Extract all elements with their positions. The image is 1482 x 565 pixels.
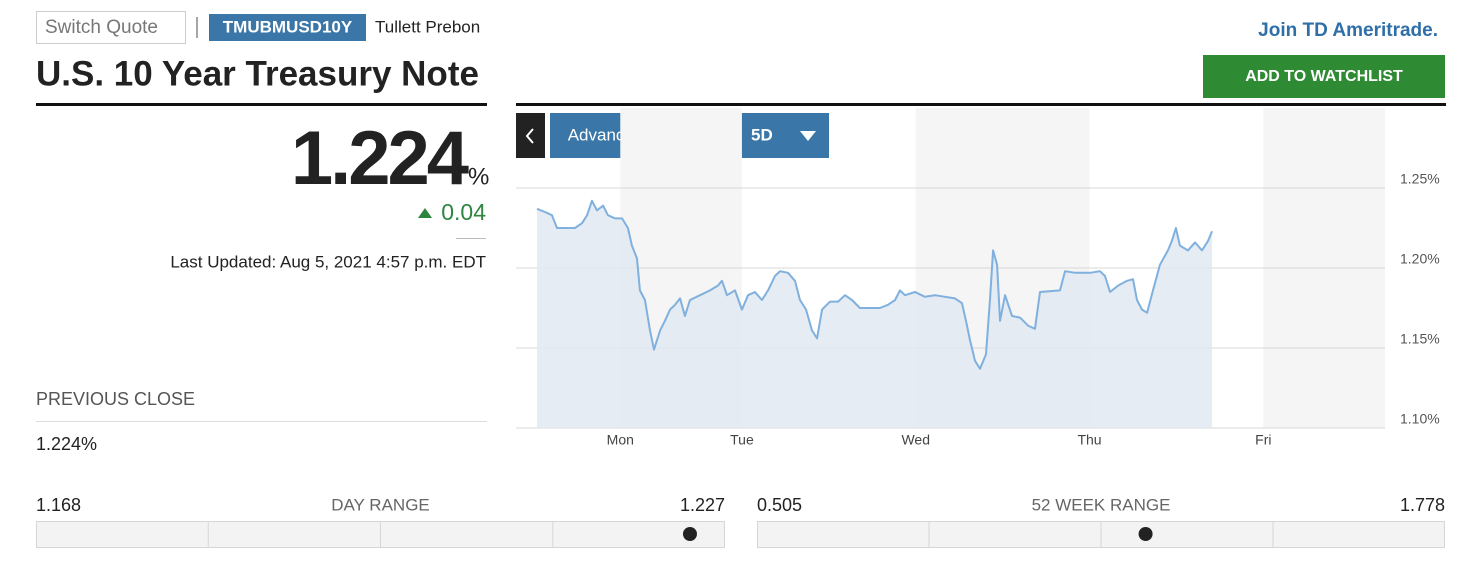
ranges: 1.168 DAY RANGE 1.227 0.505 52 WEEK RANGE 1.7… (36, 495, 1445, 548)
range-marker (682, 527, 697, 541)
range-low: 0.505 (757, 495, 802, 515)
range-high: 1.778 (1400, 495, 1445, 515)
ticker: TMUBMUSD10Y (223, 17, 353, 36)
range-high: 1.227 (680, 495, 725, 515)
change: 0.04 (441, 199, 486, 225)
y-tick-label: 1.25% (1400, 171, 1440, 187)
x-tick-label: Thu (1077, 432, 1101, 448)
dropdown-icon (800, 131, 816, 141)
price-unit: % (468, 163, 489, 190)
back-button[interactable] (516, 113, 545, 158)
y-tick-label: 1.15% (1400, 331, 1440, 347)
x-tick-label: Wed (901, 432, 930, 448)
price: 1.224 (291, 116, 469, 201)
range-low: 1.168 (36, 495, 81, 515)
watchlist-button[interactable] (1203, 55, 1445, 98)
search-placeholder: Switch Quote (45, 17, 158, 38)
back-icon (525, 128, 534, 144)
area (537, 200, 1213, 428)
search-box[interactable] (36, 11, 186, 44)
ticker-badge (209, 14, 366, 41)
promo-link[interactable]: Join TD Ameritrade. (1258, 20, 1438, 41)
range-label: 52 WEEK RANGE (1032, 495, 1171, 514)
y-tick-label: 1.10% (1400, 411, 1440, 427)
previous-close: 1.224% (36, 434, 97, 454)
title: U.S. 10 Year Treasury Note (36, 54, 479, 93)
x-tick-label: Fri (1255, 432, 1271, 448)
x-tick-label: Tue (730, 432, 754, 448)
source: Tullett Prebon (375, 17, 480, 36)
chart: 1.10% 1.15% 1.20% 1.25% Mon Tue Wed Thu Fri (516, 108, 1440, 448)
up-arrow (418, 208, 432, 218)
range-label: DAY RANGE (331, 495, 430, 514)
range-marker (1138, 527, 1153, 541)
y-tick-label: 1.20% (1400, 251, 1440, 267)
chart-rule (516, 103, 1446, 106)
x-tick-label: Mon (607, 432, 634, 448)
line (536, 199, 1213, 370)
previous-close-label: PREVIOUS CLOSE (36, 389, 195, 409)
period-dropdown[interactable] (736, 113, 829, 158)
period-label[interactable]: 5D (751, 125, 773, 144)
watchlist-label[interactable]: ADD TO WATCHLIST (1245, 68, 1403, 85)
last-updated: Last Updated: Aug 5, 2021 4:57 p.m. EDT (170, 252, 486, 271)
title-rule (36, 103, 487, 106)
